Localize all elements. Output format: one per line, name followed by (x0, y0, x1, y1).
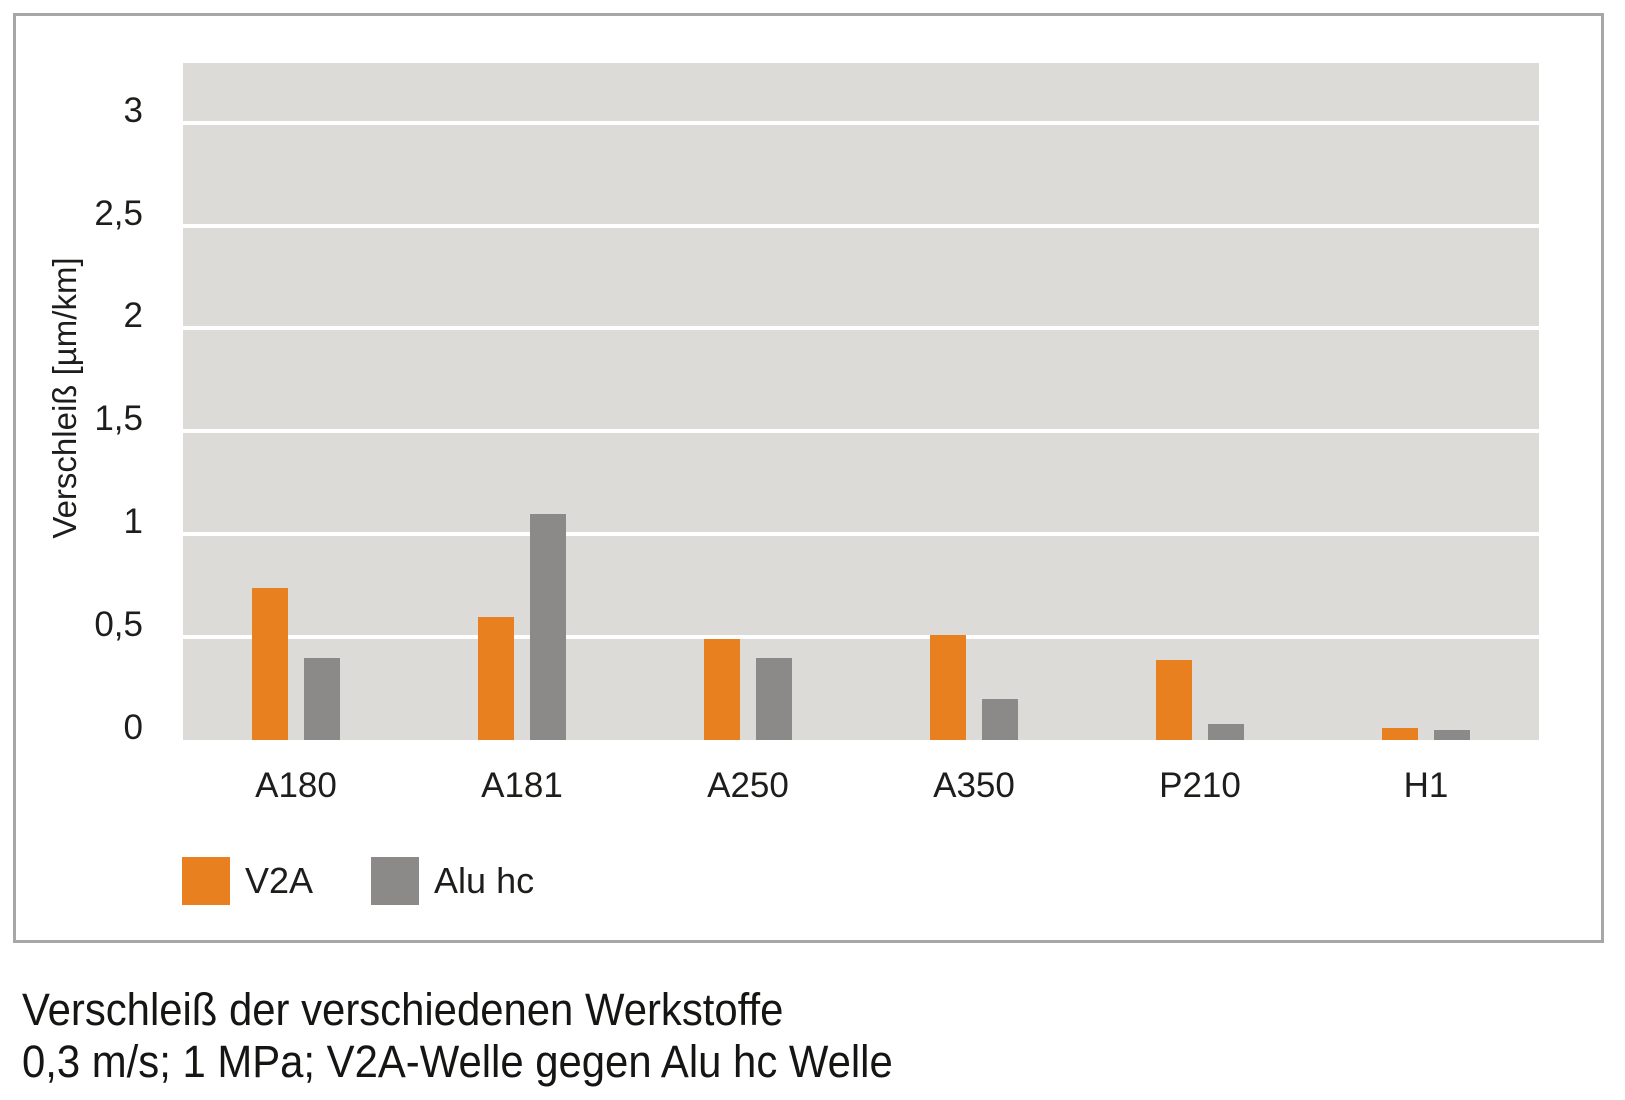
y-tick-label: 1,5 (94, 399, 143, 439)
x-label-P210: P210 (1159, 766, 1241, 805)
bar-alu-hc-A350 (982, 698, 1018, 740)
bar-alu-hc-A250 (756, 657, 792, 740)
legend-label: Alu hc (434, 860, 535, 901)
bar-v2a-A181 (478, 616, 514, 740)
plot-area (183, 63, 1539, 740)
y-tick-label: 0 (123, 708, 143, 747)
x-label-A180: A180 (255, 766, 337, 805)
caption-conditions: 0,3 m/s; 1 MPa; V2A-Welle gegen Alu hc W… (22, 1036, 893, 1087)
gridline-y-2.5 (183, 223, 1539, 228)
gridline-y-1 (183, 532, 1539, 537)
bar-v2a-A180 (252, 587, 288, 740)
chart-panel: Verschleiß [µm/km] 0 0,5 1 1,5 2 2,5 3 A180 A18… (13, 13, 1604, 943)
legend: V2A Alu hc (182, 857, 592, 905)
legend-swatch-icon (182, 857, 230, 905)
x-axis-labels: A180 A181 A250 A350 P210 H1 (183, 765, 1539, 807)
gridline-y-2 (183, 326, 1539, 331)
y-tick-label: 1 (123, 502, 143, 542)
gridline-y-3 (183, 120, 1539, 125)
bar-v2a-A250 (704, 639, 740, 740)
bar-group-H1 (1313, 63, 1539, 740)
gridline-y-1.5 (183, 429, 1539, 434)
bar-alu-hc-A181 (530, 513, 566, 740)
y-axis-tick-labels: 0 0,5 1 1,5 2 2,5 3 (56, 63, 143, 745)
chart-caption: Verschleiß der verschiedenen Werkstoffe … (22, 984, 893, 1088)
gridline-y-0.5 (183, 635, 1539, 640)
bar-group-P210 (1087, 63, 1313, 740)
x-label-A250: A250 (707, 766, 789, 805)
bar-group-A180 (183, 63, 409, 740)
bar-v2a-P210 (1156, 659, 1192, 740)
legend-label: V2A (245, 860, 314, 901)
x-label-A350: A350 (933, 766, 1015, 805)
legend-swatch-icon (371, 857, 420, 905)
bar-group-A350 (861, 63, 1087, 740)
bar-group-A181 (409, 63, 635, 740)
y-tick-label: 2,5 (94, 193, 143, 233)
caption-title: Verschleiß der verschiedenen Werkstoffe (22, 984, 784, 1035)
bar-alu-hc-H1 (1434, 729, 1470, 740)
bar-alu-hc-P210 (1208, 723, 1244, 740)
bar-v2a-A350 (930, 635, 966, 740)
bar-group-A250 (635, 63, 861, 740)
bar-v2a-H1 (1382, 727, 1418, 740)
x-label-A181: A181 (481, 766, 563, 805)
y-tick-label: 2 (123, 296, 143, 336)
y-tick-label: 3 (123, 90, 143, 130)
legend-item-alu-hc: Alu hc (371, 857, 534, 905)
legend-item-v2a: V2A (182, 857, 313, 905)
y-tick-label: 0,5 (94, 605, 143, 645)
bar-alu-hc-A180 (304, 657, 340, 740)
x-label-H1: H1 (1403, 766, 1449, 805)
